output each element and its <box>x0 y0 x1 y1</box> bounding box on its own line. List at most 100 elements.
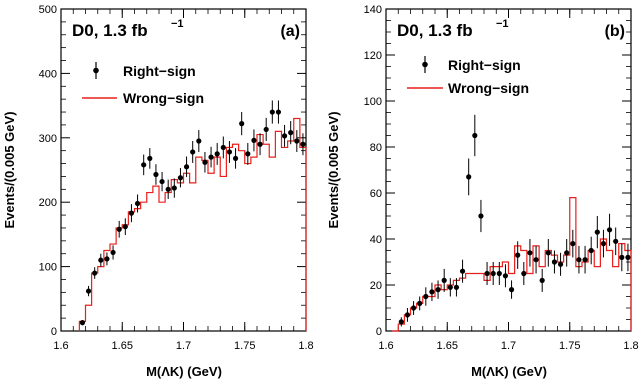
right-sign-point-b <box>496 270 502 277</box>
right-sign-point-b <box>527 250 533 256</box>
wrong-sign-step-line-b <box>392 197 632 332</box>
right-sign-point-a <box>190 149 196 155</box>
right-sign-point-b <box>606 227 613 233</box>
right-sign-point-a <box>269 109 275 115</box>
right-sign-point-b <box>551 259 558 265</box>
x-tick-label-a: 1.75 <box>234 340 255 352</box>
legend-marker-point-a <box>93 67 99 74</box>
right-sign-point-a <box>214 151 220 157</box>
panel-label-a: (a) <box>280 23 300 40</box>
right-sign-point-a <box>239 121 245 127</box>
panel-label-b: (b) <box>605 23 625 40</box>
y-tick-label-a: 100 <box>39 262 57 274</box>
right-sign-point-b <box>564 250 570 256</box>
right-sign-point-b <box>557 261 564 267</box>
right-sign-point-a <box>110 249 116 256</box>
right-sign-point-b <box>490 270 496 277</box>
legend-label-right-sign-b: Right−sign <box>448 57 521 73</box>
right-sign-point-a <box>245 151 251 157</box>
x-tick-label-a: 1.6 <box>53 340 68 352</box>
y-axis-label-a: Events/(0.005 GeV) <box>2 111 17 228</box>
right-sign-point-b <box>441 277 447 283</box>
right-sign-point-b <box>570 241 576 247</box>
right-sign-point-a <box>85 288 92 294</box>
chart-title-b: D0, 1.3 fb <box>397 21 473 40</box>
right-sign-point-a <box>275 109 282 115</box>
chart-title-a: D0, 1.3 fb <box>72 21 148 40</box>
right-sign-point-a <box>141 162 147 168</box>
right-sign-point-a <box>79 320 86 326</box>
right-sign-point-b <box>423 293 429 300</box>
right-sign-point-b <box>619 254 625 260</box>
right-sign-point-a <box>98 257 104 263</box>
y-tick-label-b: 60 <box>370 188 382 200</box>
right-sign-point-b <box>521 270 527 277</box>
right-sign-point-a <box>122 224 128 230</box>
x-tick-label-b: 1.75 <box>559 340 580 352</box>
x-tick-label-b: 1.6 <box>378 340 393 352</box>
right-sign-point-a <box>257 141 263 147</box>
legend-label-wrong-sign-a: Wrong−sign <box>123 90 204 106</box>
right-sign-point-b <box>447 284 453 290</box>
right-sign-point-a <box>159 178 165 185</box>
panel-b: 1.6 1.65 1.7 1.75 1.8 0 20 40 60 80 100 120 140 Even… <box>326 4 639 379</box>
right-sign-point-a <box>196 138 202 144</box>
y-tick-label-b: 140 <box>364 4 382 16</box>
x-tick-label-b: 1.8 <box>623 340 638 352</box>
axes-a: 1.6 1.65 1.7 1.75 1.8 0 100 200 300 400 500 <box>39 4 314 352</box>
right-sign-point-b <box>508 287 515 293</box>
right-sign-point-b <box>398 319 404 325</box>
chart-title-sup-a: −1 <box>171 18 184 30</box>
right-sign-point-a <box>202 159 208 165</box>
right-sign-point-b <box>410 305 417 311</box>
legend-label-wrong-sign-b: Wrong−sign <box>448 80 529 96</box>
plot-frame-a <box>60 8 307 332</box>
right-sign-point-b <box>594 229 600 235</box>
right-sign-point-a <box>220 144 226 151</box>
legend-label-right-sign-a: Right−sign <box>123 63 196 79</box>
y-tick-label-b: 100 <box>364 96 382 108</box>
right-sign-points-a <box>79 100 306 326</box>
y-axis-label-b: Events/(0.005 GeV) <box>326 111 341 228</box>
x-tick-label-b: 1.7 <box>501 340 516 352</box>
right-sign-point-b <box>429 289 435 295</box>
y-tick-label-b: 20 <box>370 280 382 292</box>
right-sign-point-b <box>417 300 423 306</box>
right-sign-point-a <box>281 133 288 139</box>
right-sign-point-b <box>515 252 521 258</box>
right-sign-point-b <box>435 287 441 293</box>
right-sign-point-a <box>208 154 214 160</box>
right-sign-points-b <box>398 114 631 327</box>
right-sign-point-a <box>177 175 184 181</box>
right-sign-point-a <box>251 137 257 143</box>
right-sign-point-b <box>453 284 460 290</box>
chart-title-sup-b: −1 <box>496 18 509 30</box>
y-tick-label-a: 500 <box>39 4 57 16</box>
right-sign-point-b <box>625 254 631 260</box>
right-sign-point-b <box>545 250 551 256</box>
y-tick-label-a: 0 <box>51 326 57 338</box>
wrong-sign-histogram-b <box>392 197 632 332</box>
right-sign-point-a <box>134 200 141 207</box>
right-sign-point-a <box>128 210 135 216</box>
x-axis-label-b: M(ΛK) (GeV) <box>471 364 547 379</box>
right-sign-point-a <box>288 130 294 136</box>
x-axis-label-a: M(ΛK) (GeV) <box>146 364 222 379</box>
right-sign-point-b <box>600 241 607 247</box>
right-sign-point-a <box>104 256 110 262</box>
right-sign-point-a <box>147 155 153 162</box>
right-sign-point-a <box>263 126 269 133</box>
right-sign-point-a <box>226 149 233 155</box>
right-sign-point-b <box>478 213 484 219</box>
y-tick-label-b: 40 <box>370 234 382 246</box>
y-tick-label-b: 120 <box>364 50 382 62</box>
axes-b: 1.6 1.65 1.7 1.75 1.8 0 20 40 60 80 100 120 140 <box>364 4 639 352</box>
x-tick-label-b: 1.65 <box>437 340 458 352</box>
legend-a: Right−sign Wrong−sign <box>82 62 204 106</box>
x-tick-label-a: 1.7 <box>176 340 191 352</box>
right-sign-point-b <box>466 174 472 180</box>
y-tick-label-a: 200 <box>39 197 57 209</box>
right-sign-point-b <box>484 270 490 277</box>
right-sign-point-a <box>165 186 171 192</box>
